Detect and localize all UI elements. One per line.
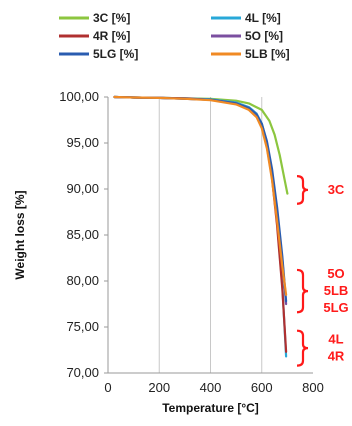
y-tick-label-4: 90,00: [66, 181, 99, 196]
grid-lines: [158, 97, 263, 373]
series-line-5: [113, 95, 288, 296]
x-tick-label-2: 400: [200, 380, 222, 395]
annotation-label-2-1: 4R: [328, 349, 345, 364]
annotation-label-2-0: 4L: [328, 332, 343, 347]
annotation-label-0-0: 3C: [328, 182, 345, 197]
y-axis-title: Weight loss [%]: [13, 190, 27, 279]
legend-label-2: 4R [%]: [93, 29, 130, 43]
axes: [104, 96, 313, 374]
series-line-2: [113, 95, 288, 353]
annotations: 3C 5O 5LB 5LG 4L 4R: [296, 175, 349, 367]
series-lines: [113, 95, 289, 358]
x-tick-label-0: 0: [104, 380, 111, 395]
legend-label-0: 3C [%]: [93, 11, 130, 25]
legend-label-5: 5LB [%]: [245, 47, 290, 61]
series-line-3: [113, 95, 288, 306]
y-tick-label-0: 70,00: [66, 365, 99, 380]
annotation-label-1-0: 5O: [327, 266, 344, 281]
series-line-1: [113, 95, 288, 358]
annotation-bracket-0: [296, 175, 309, 205]
legend-label-4: 5LG [%]: [93, 47, 138, 61]
legend-label-1: 4L [%]: [245, 11, 281, 25]
x-tick-label-3: 600: [251, 380, 273, 395]
annotation-label-1-2: 5LG: [323, 300, 348, 315]
y-tick-label-5: 95,00: [66, 135, 99, 150]
y-tick-label-2: 80,00: [66, 273, 99, 288]
annotation-bracket-2: [296, 329, 309, 367]
y-tick-label-3: 85,00: [66, 227, 99, 242]
y-tick-label-6: 100,00: [59, 89, 99, 104]
legend-label-3: 5O [%]: [245, 29, 283, 43]
tick-labels: 70,00 75,00 80,00 85,00 90,00 95,00 100,00 0 200…: [59, 89, 324, 395]
legend: 3C [%] 4L [%] 4R [%] 5O [%] 5LG [%] 5LB [%]: [59, 11, 290, 61]
x-axis-title: Temperature [°C]: [162, 401, 259, 415]
x-tick-label-4: 800: [302, 380, 324, 395]
x-tick-label-1: 200: [148, 380, 170, 395]
annotation-bracket-1: [296, 268, 309, 314]
y-tick-label-1: 75,00: [66, 319, 99, 334]
annotation-label-1-1: 5LB: [324, 283, 349, 298]
